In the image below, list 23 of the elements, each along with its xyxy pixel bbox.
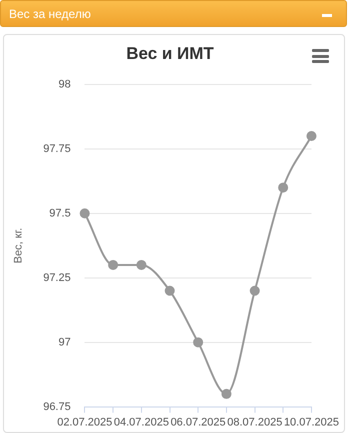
y-axis-title: Вес, кг.: [12, 228, 25, 264]
x-tick-label: 06.07.2025: [170, 416, 226, 428]
point: [80, 208, 90, 218]
x-tick-label: 10.07.2025: [284, 416, 340, 428]
point: [250, 286, 260, 296]
y-tick-label: 97.5: [49, 207, 71, 220]
x-tick-label: 02.07.2025: [57, 416, 112, 428]
y-tick-label: 97: [58, 336, 71, 348]
point: [193, 337, 204, 348]
chart-subtitle: Вес за неделю: [9, 7, 91, 21]
point: [136, 260, 146, 270]
point: [306, 130, 316, 141]
y-tick-label: 97.75: [43, 142, 71, 155]
chart-title: Вес и ИМТ: [126, 44, 214, 63]
x-tick-label: 08.07.2025: [227, 416, 282, 428]
point: [221, 388, 232, 399]
y-tick-label: 97.25: [43, 272, 71, 284]
y-tick-label: 98: [58, 78, 71, 90]
y-tick-label: 96.75: [43, 400, 71, 413]
point: [108, 260, 118, 270]
point: [164, 286, 175, 296]
point: [278, 182, 288, 193]
x-tick-label: 04.07.2025: [114, 416, 169, 428]
